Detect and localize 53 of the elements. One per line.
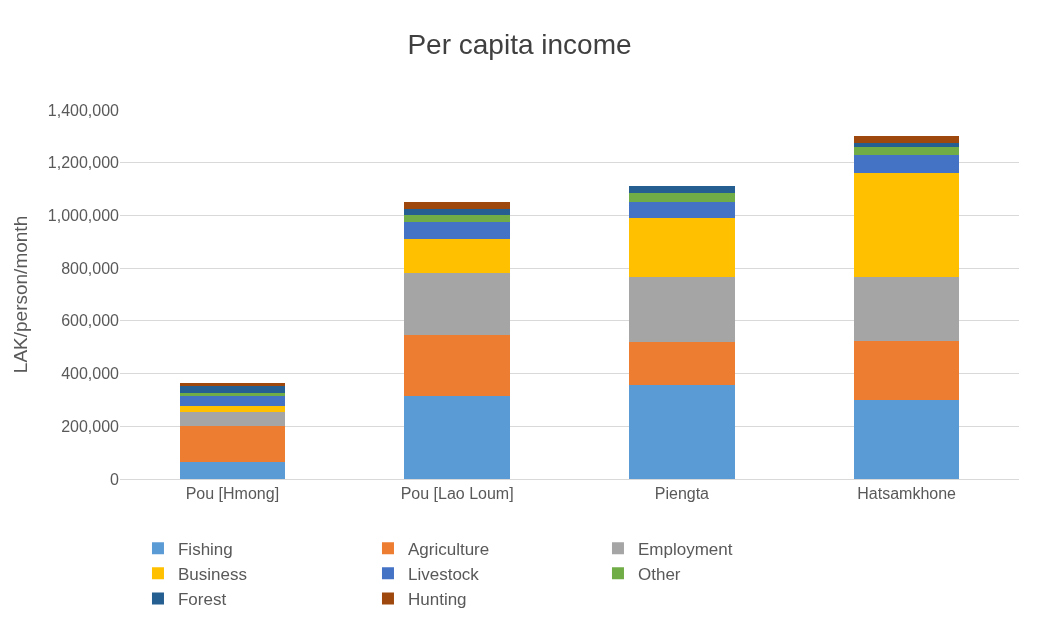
bar (404, 239, 510, 274)
legend-label: Agriculture (407, 539, 490, 559)
bar (179, 385, 286, 393)
bar (853, 154, 960, 174)
x-tick-label: Pou [Hmong] (185, 485, 280, 503)
y-axis-title: LAK/person/month (9, 215, 31, 374)
bar (404, 202, 510, 209)
y-tick-label: 1,400,000 (47, 101, 120, 119)
chart-title: Per capita income (407, 28, 632, 60)
y-tick-label: 200,000 (61, 417, 120, 435)
bar (629, 277, 735, 342)
bar (629, 341, 735, 386)
bar (179, 425, 286, 462)
bar (404, 273, 510, 336)
legend-label: Other (637, 564, 681, 584)
bar (853, 340, 960, 400)
bar (853, 136, 960, 143)
bar (629, 385, 735, 479)
bar (853, 277, 960, 341)
y-tick-label: 1,000,000 (47, 207, 120, 225)
x-tick-label: Hatsamkhone (857, 485, 957, 503)
bar (853, 146, 960, 155)
legend-label: Business (177, 564, 247, 584)
legend-label: Hunting (407, 590, 467, 610)
bar (179, 461, 286, 479)
bar (179, 383, 286, 386)
y-tick-label: 600,000 (61, 312, 120, 330)
bar (404, 215, 510, 223)
bar (629, 218, 735, 278)
bar (179, 392, 286, 396)
bar (853, 399, 960, 479)
bar (404, 395, 510, 479)
legend-label: Employment (637, 539, 733, 559)
y-tick-label: 1,200,000 (47, 154, 120, 172)
bar (629, 202, 735, 219)
bar (179, 395, 286, 407)
legend-label: Forest (177, 590, 227, 610)
bar (404, 222, 510, 240)
y-tick-label: 800,000 (61, 259, 120, 277)
bar (179, 411, 286, 426)
x-tick-label: Pou [Lao Loum] (400, 485, 514, 503)
bar (629, 193, 735, 203)
bar (853, 173, 960, 278)
bar (629, 186, 735, 194)
y-tick-label: 0 (110, 470, 120, 488)
bar (179, 406, 286, 412)
bar (853, 142, 960, 147)
legend-label: Livestock (407, 564, 480, 584)
legend-label: Fishing (177, 539, 233, 559)
bar (404, 208, 510, 216)
x-tick-label: Piengta (654, 485, 710, 503)
bar (404, 335, 510, 396)
y-tick-label: 400,000 (61, 365, 120, 383)
